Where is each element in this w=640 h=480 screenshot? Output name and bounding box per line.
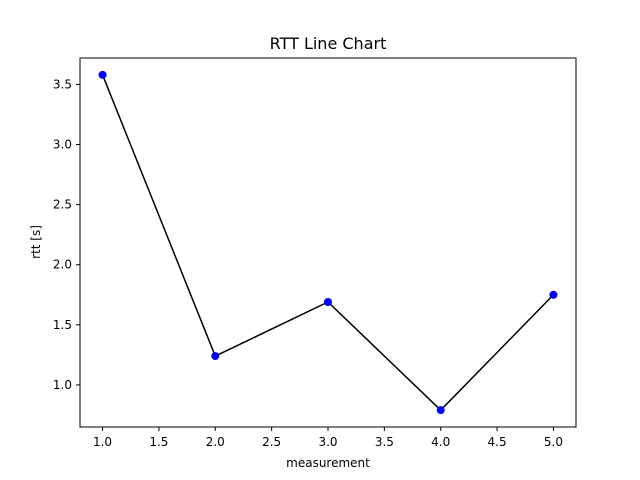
chart-title: RTT Line Chart — [270, 34, 387, 53]
x-tick-label: 2.0 — [206, 435, 225, 449]
x-tick-label: 1.5 — [149, 435, 168, 449]
y-tick-label: 2.0 — [53, 258, 72, 272]
y-tick-label: 1.0 — [53, 378, 72, 392]
data-point — [211, 352, 220, 361]
y-axis-ticks: 1.0 1.5 2.0 2.5 3.0 3.5 — [53, 77, 80, 392]
y-tick-label: 2.5 — [53, 198, 72, 212]
data-point — [98, 70, 107, 79]
series-markers — [98, 70, 558, 415]
data-point — [324, 297, 332, 306]
x-tick-label: 3.0 — [318, 435, 337, 449]
x-axis-label: measurement — [286, 456, 370, 470]
x-axis-ticks: 1.0 1.5 2.0 2.5 3.0 3.5 4.0 4.5 5.0 — [93, 427, 563, 449]
y-tick-label: 3.0 — [53, 138, 72, 152]
data-point — [549, 290, 558, 299]
y-tick-label: 1.5 — [53, 318, 72, 332]
x-tick-label: 4.0 — [431, 435, 450, 449]
y-axis-label: rtt [s] — [29, 225, 43, 259]
x-tick-label: 1.0 — [93, 435, 112, 449]
x-tick-label: 4.5 — [488, 435, 507, 449]
x-tick-label: 3.5 — [375, 435, 394, 449]
data-point — [436, 406, 445, 415]
y-tick-label: 3.5 — [53, 77, 72, 91]
x-tick-label: 5.0 — [544, 435, 563, 449]
x-tick-label: 2.5 — [262, 435, 281, 449]
plot-area — [79, 57, 577, 428]
